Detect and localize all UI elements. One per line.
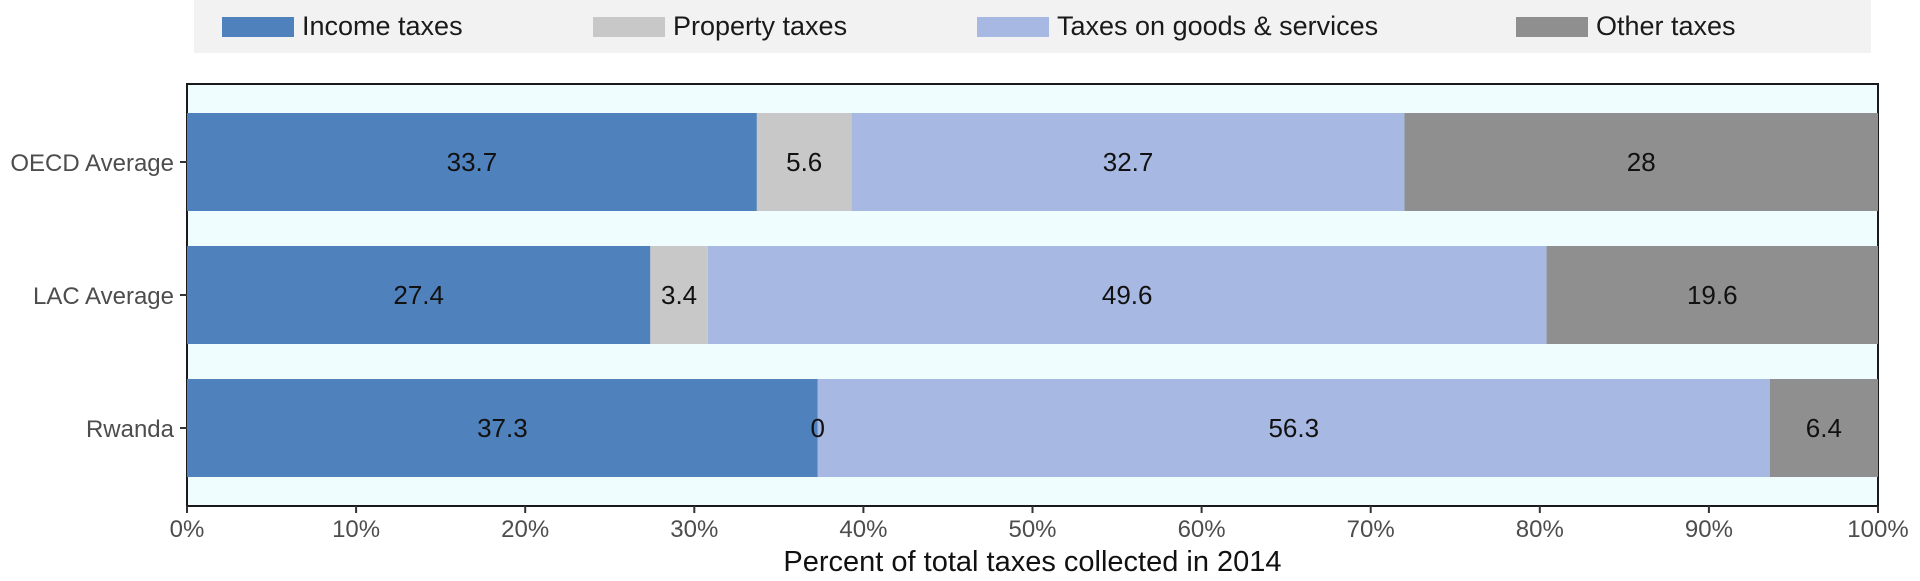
data-labels: 33.7 5.6 32.7 28 27.4 3.4 49.6 19.6 37.3 0 56.3 6.4 xyxy=(393,147,1842,443)
data-label-rwanda-taxes-on-goods-services: 56.3 xyxy=(1268,413,1319,443)
legend-label-other-taxes: Other taxes xyxy=(1596,11,1736,41)
x-tick-label-3: 30% xyxy=(670,516,718,543)
data-label-rwanda-other-taxes: 6.4 xyxy=(1806,413,1842,443)
bar-oecd-average-income-taxes xyxy=(187,113,757,211)
x-tick-label-9: 90% xyxy=(1685,516,1733,543)
legend-item-taxes-on-goods-services: Taxes on goods & services xyxy=(977,11,1378,41)
bar-rwanda-taxes-on-goods-services xyxy=(817,379,1770,477)
legend-label-taxes-on-goods-services: Taxes on goods & services xyxy=(1057,11,1378,41)
data-label-rwanda-income-taxes: 37.3 xyxy=(477,413,528,443)
y-tick-label-oecd-average: OECD Average xyxy=(10,150,174,177)
x-tick-label-10: 100% xyxy=(1847,516,1908,543)
data-label-lac-average-property-taxes: 3.4 xyxy=(661,280,697,310)
x-axis-title: Percent of total taxes collected in 2014 xyxy=(783,546,1281,576)
y-tick-label-lac-average: LAC Average xyxy=(33,283,174,310)
legend-item-other-taxes: Other taxes xyxy=(1516,11,1736,41)
data-label-oecd-average-taxes-on-goods-services: 32.7 xyxy=(1103,147,1154,177)
x-tick-label-0: 0% xyxy=(170,516,205,543)
legend-swatch-property-taxes xyxy=(593,17,665,37)
x-tick-label-2: 20% xyxy=(501,516,549,543)
bar-oecd-average-property-taxes xyxy=(756,113,852,211)
x-tick-label-7: 70% xyxy=(1347,516,1395,543)
bar-oecd-average-other-taxes xyxy=(1404,113,1878,211)
bars xyxy=(187,113,1878,477)
x-tick-label-4: 40% xyxy=(839,516,887,543)
data-label-oecd-average-other-taxes: 28 xyxy=(1627,147,1656,177)
data-label-lac-average-other-taxes: 19.6 xyxy=(1687,280,1738,310)
bar-rwanda-income-taxes xyxy=(187,379,818,477)
x-tick-label-8: 80% xyxy=(1516,516,1564,543)
data-label-lac-average-taxes-on-goods-services: 49.6 xyxy=(1102,280,1153,310)
legend-label-income-taxes: Income taxes xyxy=(302,11,463,41)
legend-swatch-income-taxes xyxy=(222,17,294,37)
data-label-oecd-average-property-taxes: 5.6 xyxy=(786,147,822,177)
x-tick-label-6: 60% xyxy=(1178,516,1226,543)
bar-lac-average-other-taxes xyxy=(1546,246,1878,344)
legend-swatch-taxes-on-goods-services xyxy=(977,17,1049,37)
bar-lac-average-taxes-on-goods-services xyxy=(707,246,1547,344)
legend-item-property-taxes: Property taxes xyxy=(593,11,847,41)
data-label-lac-average-income-taxes: 27.4 xyxy=(393,280,444,310)
axes: OECD Average LAC Average Rwanda 0% 10% 20% 30%… xyxy=(10,150,1908,578)
data-label-rwanda-property-taxes: 0 xyxy=(811,413,825,443)
data-label-oecd-average-income-taxes: 33.7 xyxy=(447,147,498,177)
legend-swatch-other-taxes xyxy=(1516,17,1588,37)
legend-item-income-taxes: Income taxes xyxy=(222,11,463,41)
bar-oecd-average-taxes-on-goods-services xyxy=(851,113,1405,211)
legend: Income taxes Property taxes Taxes on goods… xyxy=(194,0,1871,53)
legend-label-property-taxes: Property taxes xyxy=(673,11,847,41)
x-tick-label-5: 50% xyxy=(1008,516,1056,543)
bar-rwanda-other-taxes xyxy=(1769,379,1878,477)
bar-lac-average-income-taxes xyxy=(187,246,651,344)
y-tick-label-rwanda: Rwanda xyxy=(86,416,175,443)
bar-lac-average-property-taxes xyxy=(650,246,708,344)
x-tick-label-1: 10% xyxy=(332,516,380,543)
